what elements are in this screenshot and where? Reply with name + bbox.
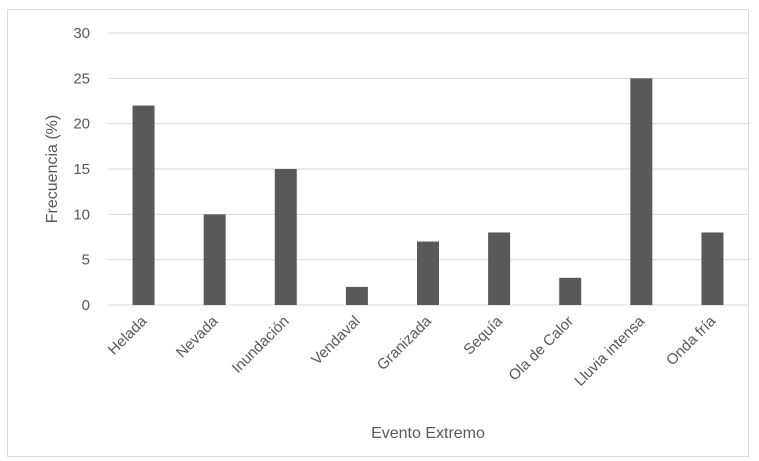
y-axis-ticks: 0 5 10 15 20 25 30 — [73, 25, 90, 314]
bar-0 — [132, 105, 155, 306]
y-tick-label: 0 — [82, 297, 90, 314]
y-tick-label: 10 — [73, 206, 90, 223]
x-tick-label: Inundación — [229, 313, 293, 377]
x-tick-label: Vendaval — [308, 313, 364, 369]
bars — [132, 78, 724, 306]
y-tick-label: 30 — [73, 25, 90, 42]
bar-7 — [630, 78, 653, 305]
x-axis-ticks: Helada Nevada Inundación Vendaval Granizada S… — [105, 312, 720, 389]
y-tick-label: 25 — [73, 70, 90, 87]
y-axis-title: Frecuencia (%) — [44, 115, 61, 223]
y-tick-label: 15 — [73, 161, 90, 178]
bar-6 — [559, 277, 582, 305]
y-tick-label: 5 — [82, 252, 90, 269]
y-tick-label: 20 — [73, 116, 90, 133]
bar-3 — [345, 286, 368, 305]
bar-2 — [274, 169, 297, 305]
x-tick-label: Helada — [105, 312, 151, 358]
x-tick-label: Lluvia intensa — [571, 312, 648, 389]
x-axis-title: Evento Extremo — [371, 425, 485, 442]
x-tick-label: Sequía — [460, 312, 506, 358]
bar-8 — [701, 232, 724, 305]
bar-5 — [488, 232, 511, 305]
x-tick-label: Onda fría — [663, 312, 720, 369]
x-tick-label: Nevada — [173, 312, 222, 361]
chart-frame — [7, 9, 749, 457]
x-tick-label: Ola de Calor — [505, 313, 577, 385]
x-tick-label: Granizada — [374, 312, 435, 373]
bar-1 — [203, 214, 226, 305]
bar-4 — [417, 241, 439, 305]
